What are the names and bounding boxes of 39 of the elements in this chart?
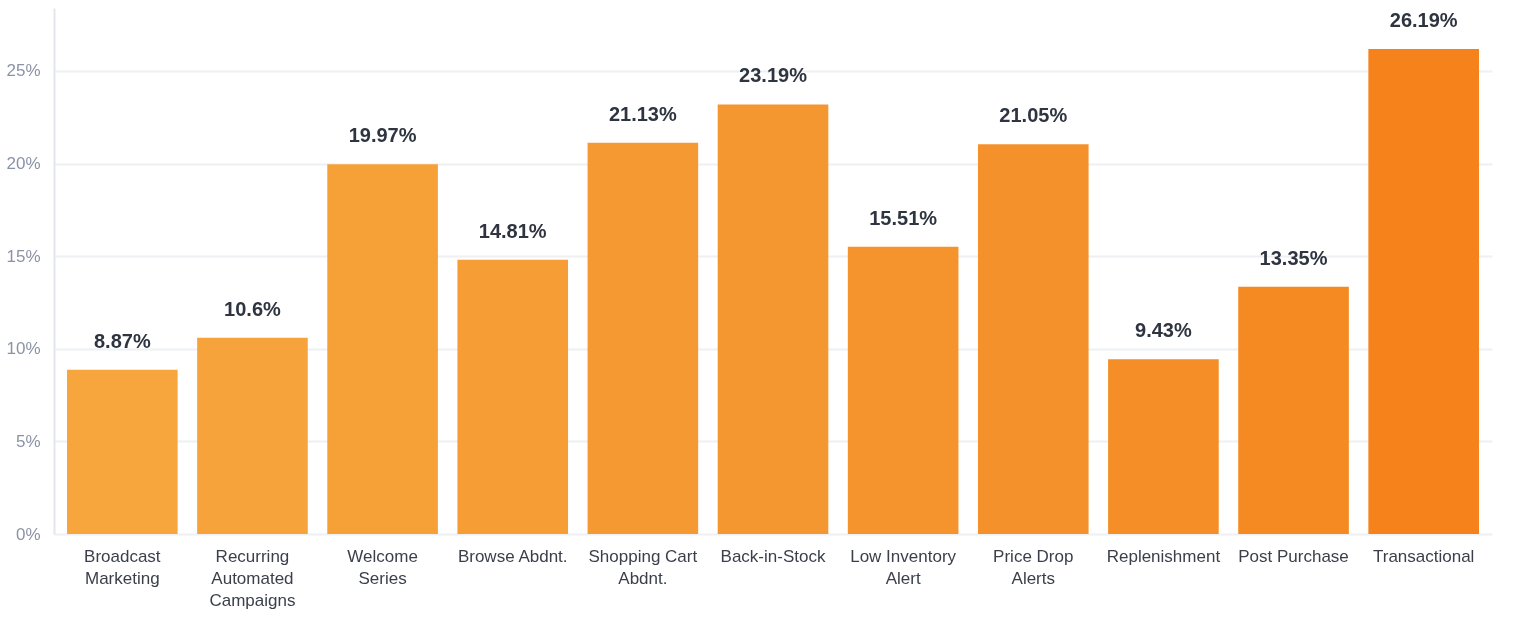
- y-tick-label: 20%: [6, 154, 41, 174]
- data-label: 10.6%: [224, 297, 282, 320]
- y-tick-label: 25%: [6, 61, 41, 81]
- bar: [197, 337, 308, 534]
- x-tick-label: Transactional: [1372, 546, 1475, 566]
- bar: [1368, 48, 1479, 534]
- x-tick-label: Welcome Series: [347, 546, 418, 588]
- bar: [847, 246, 959, 534]
- data-label: 14.81%: [478, 219, 547, 242]
- data-label: 21.13%: [608, 102, 677, 125]
- y-tick-label: 5%: [15, 431, 41, 451]
- data-label: 23.19%: [739, 64, 808, 87]
- bar: [977, 144, 1089, 534]
- data-label: 21.05%: [999, 104, 1068, 127]
- bar: [1108, 359, 1219, 534]
- y-tick-label: 15%: [6, 246, 41, 266]
- data-label: 9.43%: [1135, 319, 1192, 342]
- x-tick-label: Low Inventory Alert: [850, 546, 957, 588]
- bar: [457, 259, 569, 534]
- bar: [67, 369, 178, 534]
- x-tick-label: Price Drop Alerts: [993, 546, 1074, 588]
- data-label: 13.35%: [1259, 246, 1328, 269]
- x-tick-label: Browse Abdnt.: [457, 546, 568, 566]
- bar: [1238, 286, 1349, 534]
- data-label: 26.19%: [1389, 8, 1458, 31]
- y-tick-label: 0%: [15, 524, 41, 544]
- x-tick-label: Back-in-Stock: [720, 546, 826, 566]
- data-label: 15.51%: [869, 206, 938, 229]
- data-label: 19.97%: [348, 124, 417, 147]
- bar: [327, 164, 438, 534]
- data-label: 8.87%: [93, 329, 151, 352]
- x-tick-label: Broadcast Marketing: [84, 546, 161, 588]
- x-tick-label: Replenishment: [1106, 546, 1221, 566]
- bar: [587, 142, 699, 534]
- x-tick-label: Shopping Cart Abdnt.: [588, 546, 698, 588]
- x-tick-label: Recurring Automated Campaigns: [209, 546, 296, 610]
- y-tick-label: 10%: [6, 339, 41, 359]
- bar: [717, 104, 829, 534]
- x-tick-label: Post Purchase: [1238, 546, 1349, 566]
